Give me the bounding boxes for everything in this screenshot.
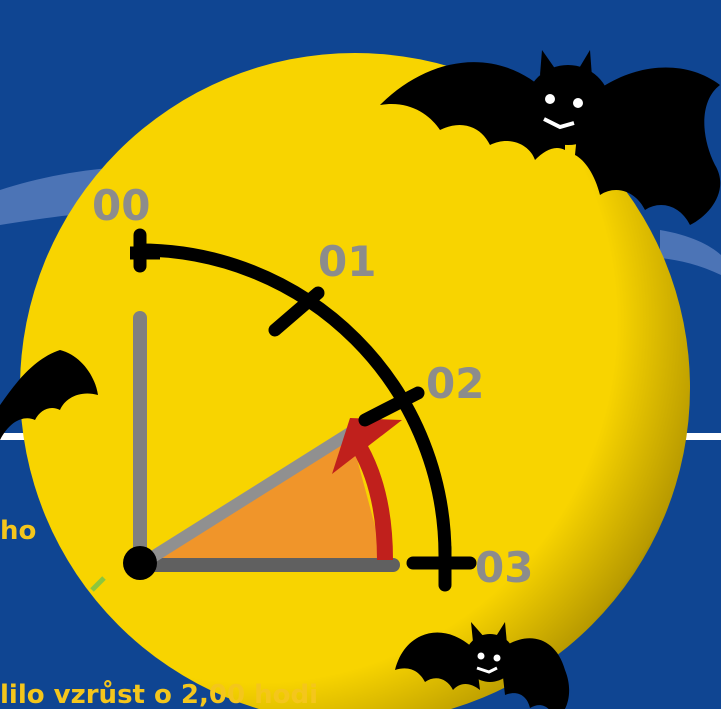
dial-tick-01 [268,286,325,337]
dial-label-02: 02 [426,359,484,408]
bat-icon [395,622,570,709]
bat-icon [0,350,98,440]
dial-center [123,546,157,580]
bat-icon [380,50,721,225]
angle-arrow-head [332,418,402,474]
caption-left-fragment: ho [0,516,37,546]
dial-label-03: 03 [475,543,533,592]
dial-arc [139,243,452,556]
green-mark [90,576,106,592]
radius-angle [137,427,356,569]
dial-label-01: 01 [318,237,376,286]
angle-arrow [352,444,393,561]
horizon-line-left [0,433,40,440]
cloud-band-right [660,230,721,275]
dial-tick-02 [358,386,425,427]
caption-bottom-fragment: lilo vzrůst o 2,00 hodi [0,680,319,709]
dial-label-00: 00 [92,181,150,230]
horizon-line-right [680,433,721,440]
